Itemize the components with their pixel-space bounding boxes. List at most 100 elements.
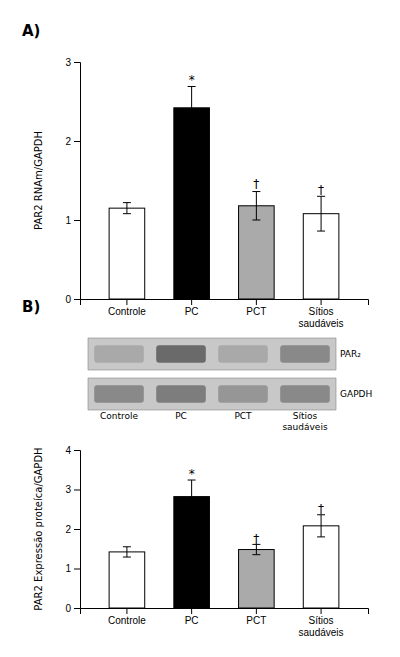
tick: Sítiossaudáveis	[299, 608, 344, 638]
axis-line	[81, 609, 369, 615]
tick: 1	[65, 215, 80, 226]
column-label: Sítiossaudáveis	[282, 411, 328, 432]
tick-mark	[74, 220, 80, 221]
tick-label: 0	[65, 294, 71, 305]
blot-band	[156, 345, 206, 363]
text-line: PCT	[234, 411, 252, 421]
bar	[109, 208, 145, 299]
tick-mark	[74, 141, 80, 142]
bar	[303, 526, 339, 608]
text-line: Sítios	[293, 411, 318, 421]
axis-title: PAR2 Expressão proteíca/GAPDH	[33, 447, 44, 610]
tick-mark	[74, 529, 80, 530]
error-cap	[123, 202, 131, 203]
text-line: Controle	[108, 306, 146, 317]
tick-label: 2	[65, 524, 71, 535]
text-line: saudáveis	[282, 422, 328, 432]
text-line: saudáveis	[299, 627, 344, 638]
bar	[174, 497, 210, 608]
panel-label: A)	[22, 22, 40, 40]
panel: 01234ControlePCPCTSítiossaudáveisPAR2 Ex…	[33, 445, 369, 638]
tick-mark	[74, 490, 80, 491]
tick-label: PCT	[246, 615, 266, 626]
tick-mark	[74, 299, 80, 300]
error-bar	[123, 203, 131, 214]
figure: 0123ControlePCPCTSítiossaudáveisPAR2 RNA…	[0, 0, 400, 657]
error-stem	[256, 192, 257, 220]
tick: Controle	[108, 299, 146, 317]
error-stem	[126, 547, 127, 557]
blot-band	[280, 385, 330, 403]
tick: PCT	[246, 299, 266, 317]
error-cap	[188, 129, 196, 130]
tick: 4	[65, 445, 80, 456]
error-cap	[252, 220, 260, 221]
tick-label: 1	[65, 563, 71, 574]
panel-label: B)	[22, 298, 40, 316]
annotation: †	[253, 177, 259, 191]
tick-label: Sítiossaudáveis	[299, 306, 344, 329]
error-stem	[191, 480, 192, 513]
error-cap	[317, 231, 325, 232]
error-stem	[191, 86, 192, 129]
blot-band	[218, 385, 268, 403]
error-cap	[123, 557, 131, 558]
tick: Sítiossaudáveis	[299, 299, 344, 329]
error-cap	[188, 513, 196, 514]
error-bar	[317, 515, 325, 537]
tick-label: 1	[65, 215, 71, 226]
y-axis: 0 1 2 3 4	[65, 445, 80, 614]
tick: 1	[65, 563, 80, 574]
tick: PC	[185, 608, 199, 626]
tick-mark	[126, 608, 127, 614]
tick: 2	[65, 524, 80, 535]
row-label: GAPDH	[340, 389, 372, 399]
axis-line	[74, 451, 81, 609]
text-line: Sítios	[309, 615, 334, 626]
western-blot: PAR₂ GAPDH Controle PC PCT Sítiossaudáveis	[88, 338, 372, 432]
error-bar	[188, 86, 196, 129]
panel: 0123ControlePCPCTSítiossaudáveisPAR2 RNA…	[33, 57, 369, 329]
tick-label: 0	[65, 603, 71, 614]
column-label: PC	[175, 411, 187, 421]
axis-line	[81, 300, 369, 306]
error-stem	[126, 203, 127, 214]
tick-label: 2	[65, 136, 71, 147]
tick-label: PCT	[246, 306, 266, 317]
tick: 3	[65, 484, 80, 495]
error-bar	[317, 196, 325, 231]
tick-mark	[74, 608, 80, 609]
column-label-group: PCT	[234, 411, 252, 421]
annotation: *	[189, 467, 195, 481]
error-bar	[188, 480, 196, 513]
tick-label: 3	[65, 484, 71, 495]
tick-mark	[74, 569, 80, 570]
text-line: Sítios	[309, 306, 334, 317]
bar	[109, 552, 145, 608]
tick-mark	[191, 299, 192, 305]
tick-mark	[321, 299, 322, 305]
tick: 0	[65, 603, 80, 614]
tick-label: Sítiossaudáveis	[299, 615, 344, 638]
error-stem	[256, 544, 257, 554]
tick-label: Controle	[108, 306, 146, 317]
tick-label: PC	[185, 306, 199, 317]
blot-band	[94, 345, 144, 363]
annotation: †	[318, 502, 324, 516]
marks	[109, 480, 339, 608]
annotation: *	[189, 73, 195, 87]
row-label: PAR₂	[340, 349, 361, 359]
blot-band	[156, 385, 206, 403]
tick-mark	[74, 450, 80, 451]
tick-mark	[74, 62, 80, 63]
tick-mark	[191, 608, 192, 614]
column-label: PCT	[234, 411, 252, 421]
column-label-group: PC	[175, 411, 187, 421]
text-line: Controle	[100, 411, 139, 421]
column-label-group: Sítiossaudáveis	[282, 411, 328, 432]
tick: 0	[65, 294, 80, 305]
blot-strip	[88, 338, 336, 370]
error-stem	[321, 515, 322, 537]
y-axis: 0123	[65, 57, 80, 305]
text-line: PCT	[246, 306, 266, 317]
